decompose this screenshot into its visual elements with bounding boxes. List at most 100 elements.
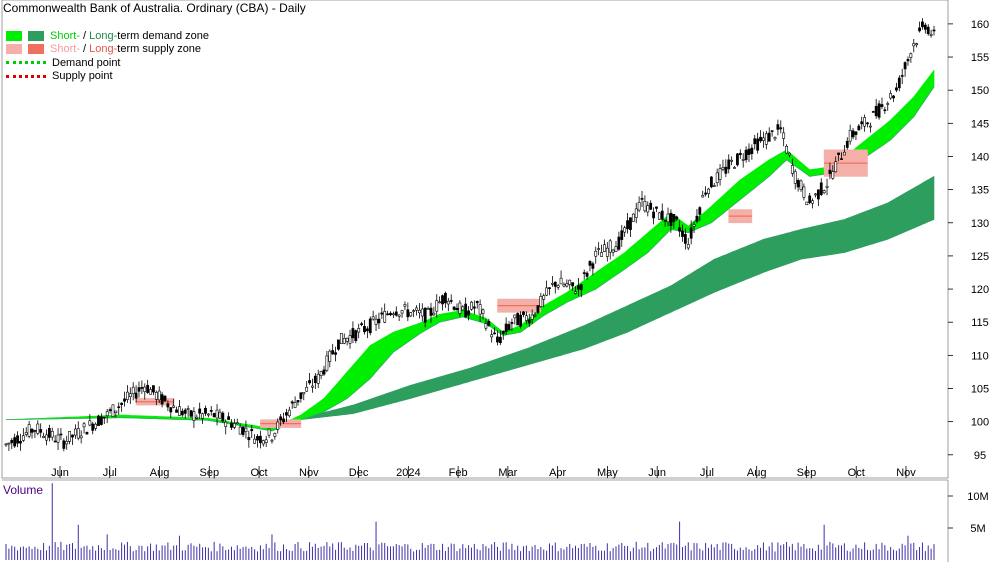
candle-body bbox=[874, 106, 878, 117]
candle-body bbox=[50, 430, 54, 438]
candle-body bbox=[160, 394, 164, 405]
candle-body bbox=[926, 26, 930, 34]
candle-body bbox=[345, 337, 349, 342]
x-tick-label: Jul bbox=[700, 467, 714, 479]
candle-body bbox=[623, 227, 627, 233]
short-supply-swatch bbox=[6, 44, 22, 55]
candle-body bbox=[522, 311, 525, 315]
candle-body bbox=[559, 277, 563, 285]
candle-body bbox=[793, 171, 797, 184]
candle-body bbox=[76, 428, 80, 439]
candle-body bbox=[903, 62, 907, 70]
candle-body bbox=[704, 192, 708, 195]
candle-body bbox=[686, 244, 690, 249]
candle-body bbox=[738, 152, 742, 156]
candle-body bbox=[811, 200, 814, 204]
candle-body bbox=[230, 422, 233, 428]
candle-body bbox=[527, 319, 531, 324]
candle-body bbox=[71, 434, 74, 438]
candle-body bbox=[501, 330, 505, 334]
candle-body bbox=[730, 159, 734, 162]
candle-body bbox=[796, 180, 800, 188]
candle-body bbox=[276, 421, 280, 430]
candle-body bbox=[701, 195, 705, 198]
candle-body bbox=[256, 436, 259, 441]
y-tick-label: 120 bbox=[971, 284, 989, 296]
candle-body bbox=[848, 129, 852, 142]
candle-body bbox=[319, 371, 323, 376]
legend-supply-rest: term supply zone bbox=[117, 43, 202, 56]
candle-body bbox=[59, 433, 63, 436]
long-supply-swatch bbox=[28, 44, 44, 55]
candle-body bbox=[111, 404, 115, 417]
candle-body bbox=[877, 103, 881, 118]
candle-body bbox=[785, 146, 788, 154]
candle-body bbox=[446, 300, 450, 305]
candle-body bbox=[299, 392, 303, 399]
candle-body bbox=[548, 287, 551, 289]
candle-body bbox=[389, 312, 392, 316]
candle-body bbox=[929, 33, 933, 36]
candle-body bbox=[253, 438, 257, 444]
candle-body bbox=[82, 423, 86, 428]
candle-body bbox=[368, 318, 372, 334]
candles bbox=[4, 18, 936, 452]
candle-body bbox=[348, 335, 352, 344]
candle-body bbox=[4, 443, 8, 446]
candle-body bbox=[626, 220, 629, 230]
candle-body bbox=[259, 435, 262, 444]
candle-body bbox=[36, 423, 40, 434]
candle-body bbox=[143, 386, 147, 393]
candle-body bbox=[831, 171, 835, 179]
candle-body bbox=[325, 355, 329, 371]
candle-body bbox=[128, 393, 132, 397]
candle-body bbox=[597, 248, 601, 250]
candle-body bbox=[675, 216, 679, 220]
candle-body bbox=[371, 316, 375, 320]
candle-body bbox=[406, 309, 410, 318]
candle-body bbox=[227, 416, 231, 420]
candle-body bbox=[305, 386, 309, 392]
candle-body bbox=[279, 416, 283, 421]
candle-body bbox=[906, 59, 910, 62]
candle-body bbox=[790, 165, 794, 174]
candle-body bbox=[666, 213, 670, 223]
candle-body bbox=[423, 307, 427, 323]
candle-body bbox=[285, 412, 288, 416]
candle-body bbox=[600, 252, 603, 257]
candle-body bbox=[180, 410, 184, 416]
candle-body bbox=[241, 426, 245, 435]
candle-body bbox=[186, 408, 190, 410]
candle-body bbox=[444, 292, 447, 304]
candle-body bbox=[383, 311, 387, 323]
candle-body bbox=[475, 301, 479, 304]
candle-body bbox=[678, 227, 681, 232]
candle-body bbox=[854, 131, 858, 135]
legend: Short- / Long- term demand zone Short- /… bbox=[6, 29, 209, 83]
candle-body bbox=[120, 402, 124, 405]
candle-body bbox=[313, 375, 317, 384]
candle-body bbox=[114, 410, 118, 414]
candle-body bbox=[516, 313, 520, 326]
candle-body bbox=[360, 323, 363, 326]
x-tick-label: Sep bbox=[200, 467, 220, 479]
candle-body bbox=[131, 386, 135, 395]
candle-body bbox=[579, 284, 583, 291]
candle-body bbox=[7, 442, 11, 445]
candle-body bbox=[631, 213, 635, 222]
candle-body bbox=[21, 435, 25, 441]
candle-body bbox=[756, 138, 760, 151]
candle-body bbox=[718, 168, 722, 180]
candle-body bbox=[68, 431, 72, 442]
candle-body bbox=[915, 43, 919, 46]
candle-body bbox=[429, 307, 433, 316]
candle-body bbox=[206, 413, 210, 416]
candle-body bbox=[380, 312, 384, 315]
volume-bars bbox=[5, 483, 935, 560]
candle-body bbox=[316, 373, 320, 384]
candle-body bbox=[400, 310, 404, 314]
candle-body bbox=[721, 167, 725, 170]
candle-body bbox=[652, 211, 655, 219]
x-tick-label: May bbox=[597, 467, 618, 479]
x-tick-label: Feb bbox=[449, 467, 468, 479]
